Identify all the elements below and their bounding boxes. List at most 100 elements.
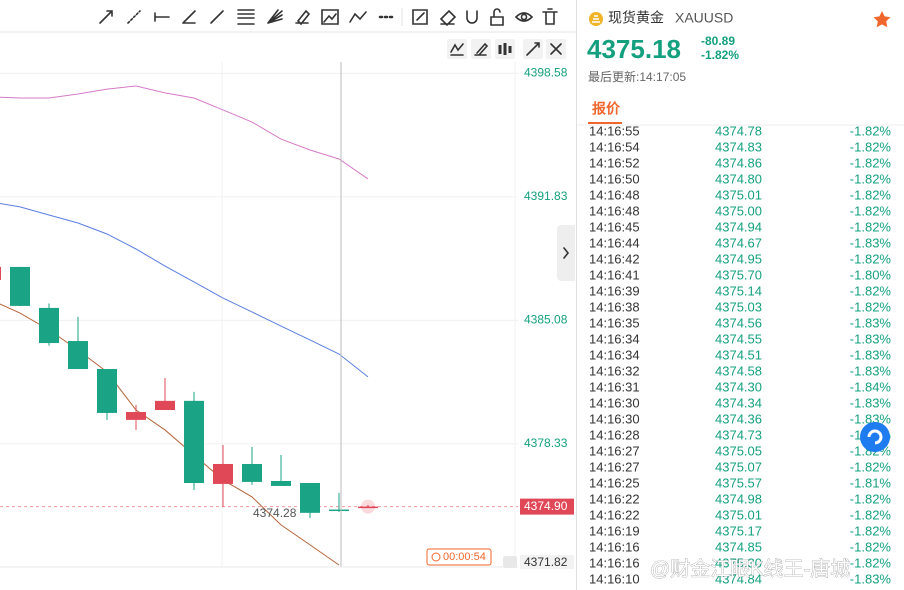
moving-average	[0, 202, 369, 378]
candle-body	[68, 341, 88, 370]
float-button[interactable]	[860, 422, 890, 452]
row-change: -1.83%	[850, 347, 892, 362]
y-tick-label: 4385.08	[524, 313, 568, 327]
tool-extended-line[interactable]	[127, 10, 141, 24]
low-marker: 4374.28	[253, 506, 297, 520]
row-price: 4375.14	[715, 283, 762, 298]
row-change: -1.83%	[850, 363, 892, 378]
row-time: 14:16:44	[589, 235, 640, 250]
countdown: 00:00:54	[443, 551, 486, 563]
row-change: -1.81%	[850, 475, 892, 490]
row-time: 14:16:42	[589, 251, 640, 266]
collapse-tab[interactable]	[557, 225, 575, 281]
row-price: 4375.05	[715, 443, 762, 458]
row-time: 14:16:45	[589, 219, 640, 234]
live-pulse	[361, 499, 375, 514]
row-price: 4374.51	[715, 347, 762, 362]
row-price: 4375.01	[715, 507, 762, 522]
row-price: 4374.55	[715, 331, 762, 346]
row-change: -1.82%	[850, 283, 892, 298]
row-price: 4375.03	[715, 299, 762, 314]
tool-ray[interactable]	[99, 10, 113, 24]
candle-body	[0, 266, 1, 280]
bottom-label: 4371.82	[524, 555, 568, 569]
tool-brush[interactable]	[295, 9, 311, 26]
tool-horizontal-line[interactable]	[154, 12, 170, 22]
countdown-box	[426, 548, 492, 566]
row-time: 14:16:50	[589, 171, 640, 186]
tool-eraser[interactable]	[439, 9, 457, 27]
row-change: -1.82%	[850, 123, 892, 138]
row-change: -1.82%	[850, 523, 892, 538]
candle-body	[271, 481, 291, 486]
tool-line[interactable]	[210, 10, 224, 24]
row-price: 4375.57	[715, 475, 762, 490]
row-price: 4374.86	[715, 155, 762, 170]
candle-body	[358, 506, 378, 509]
row-time: 14:16:28	[589, 427, 640, 442]
row-time: 14:16:25	[589, 475, 640, 490]
last-updated: 最后更新:14:17:05	[588, 69, 686, 84]
row-time: 14:16:16	[589, 539, 640, 554]
candle-body	[126, 412, 146, 420]
row-price: 4374.84	[715, 571, 762, 586]
price-axis: 4398.58 4391.83 4385.08 4378.33 4374.90 4371.…	[503, 66, 574, 569]
row-change: -1.83%	[850, 315, 892, 330]
float-button-icon	[867, 429, 883, 445]
row-price: 4374.34	[715, 395, 762, 410]
tool-image[interactable]	[321, 9, 339, 25]
row-price: 4374.95	[715, 251, 762, 266]
row-price: 4375.00	[715, 203, 762, 218]
candle-body	[329, 509, 349, 512]
tool-lock[interactable]	[490, 8, 504, 26]
row-time: 14:16:39	[589, 283, 640, 298]
row-time: 14:16:16	[589, 555, 640, 570]
tool-trend-angle[interactable]	[182, 10, 196, 24]
row-change: -1.82%	[850, 539, 892, 554]
row-time: 14:16:30	[589, 411, 640, 426]
tool-magnet[interactable]	[466, 10, 478, 24]
price-change-pct: -1.82%	[701, 48, 739, 62]
row-change: -1.82%	[850, 219, 892, 234]
btn-chart-type-icon	[498, 43, 512, 55]
row-time: 14:16:31	[589, 379, 640, 394]
row-price: 4375.07	[715, 459, 762, 474]
favorite-star[interactable]	[873, 11, 891, 28]
toolbar	[0, 8, 576, 33]
row-change: -1.83%	[850, 235, 892, 250]
tab-quotes[interactable]: 报价	[592, 101, 621, 117]
tool-fibonacci[interactable]	[237, 9, 255, 25]
row-price: 4374.58	[715, 363, 762, 378]
row-price: 4374.94	[715, 219, 762, 234]
collapse-arrow	[563, 247, 570, 259]
row-time: 14:16:19	[589, 523, 640, 538]
row-change: -1.83%	[850, 571, 892, 586]
row-time: 14:16:27	[589, 443, 640, 458]
btn-close-icon	[550, 43, 562, 55]
row-time: 14:16:34	[589, 331, 640, 346]
tick-table: 14:16:55 4374.78 -1.82% 14:16:54 4374.83 -1.8…	[589, 123, 892, 586]
chart-buttons	[447, 39, 566, 59]
instrument-symbol: XAUUSD	[675, 10, 733, 26]
plot-clip	[0, 62, 518, 567]
row-price: 4374.67	[715, 235, 762, 250]
gold-icon-bars	[592, 15, 600, 23]
row-time: 14:16:27	[589, 459, 640, 474]
row-price: 4374.30	[715, 379, 762, 394]
row-time: 14:16:30	[589, 395, 640, 410]
row-price: 4375.30	[715, 555, 762, 570]
row-change: -1.82%	[850, 251, 892, 266]
last-price: 4375.18	[587, 34, 681, 64]
row-price: 4375.17	[715, 523, 762, 538]
row-time: 14:16:22	[589, 507, 640, 522]
tool-fan[interactable]	[267, 9, 283, 24]
tool-chart-pattern[interactable]	[349, 11, 367, 23]
tool-delete[interactable]	[542, 8, 558, 25]
row-price: 4374.98	[715, 491, 762, 506]
row-price: 4374.36	[715, 411, 762, 426]
row-change: -1.83%	[850, 411, 892, 426]
tool-visibility[interactable]	[514, 12, 534, 22]
row-time: 14:16:55	[589, 123, 640, 138]
tool-edit[interactable]	[412, 9, 428, 25]
plot-area: 4374.28 00:00:54	[0, 62, 518, 567]
